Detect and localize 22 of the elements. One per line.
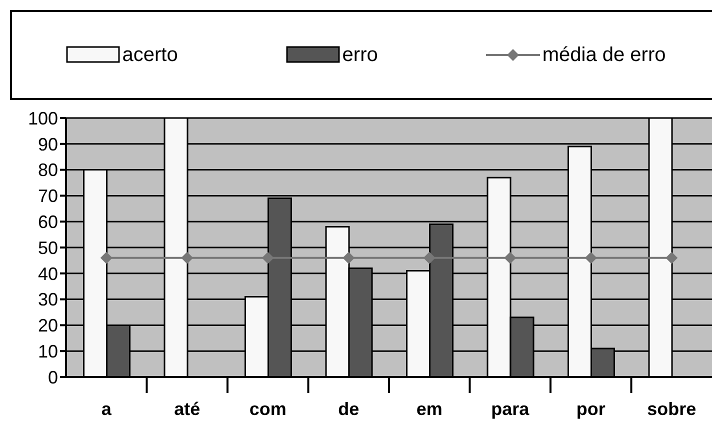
y-tick-label: 50 bbox=[38, 238, 58, 258]
x-tick-label: com bbox=[249, 399, 286, 419]
x-tick-label: sobre bbox=[647, 399, 696, 419]
y-tick-label: 60 bbox=[38, 212, 58, 232]
y-tick-label: 90 bbox=[38, 134, 58, 154]
x-tick-label: a bbox=[101, 399, 112, 419]
y-tick-label: 20 bbox=[38, 316, 58, 336]
x-tick-label: para bbox=[491, 399, 530, 419]
x-tick-label: até bbox=[174, 399, 200, 419]
x-tick-label: em bbox=[416, 399, 442, 419]
legend-label: média de erro bbox=[542, 44, 666, 66]
x-tick-label: por bbox=[576, 399, 606, 419]
y-tick-label: 100 bbox=[28, 108, 58, 128]
y-tick-label: 70 bbox=[38, 186, 58, 206]
y-tick-label: 80 bbox=[38, 160, 58, 180]
y-tick-label: 40 bbox=[38, 264, 58, 284]
x-tick-label: de bbox=[338, 399, 360, 419]
y-tick-label: 30 bbox=[38, 290, 58, 310]
y-tick-label: 10 bbox=[38, 341, 58, 362]
legend-label: acerto bbox=[122, 44, 178, 66]
y-tick-label: 0 bbox=[48, 367, 58, 388]
legend-label: erro bbox=[342, 44, 378, 66]
